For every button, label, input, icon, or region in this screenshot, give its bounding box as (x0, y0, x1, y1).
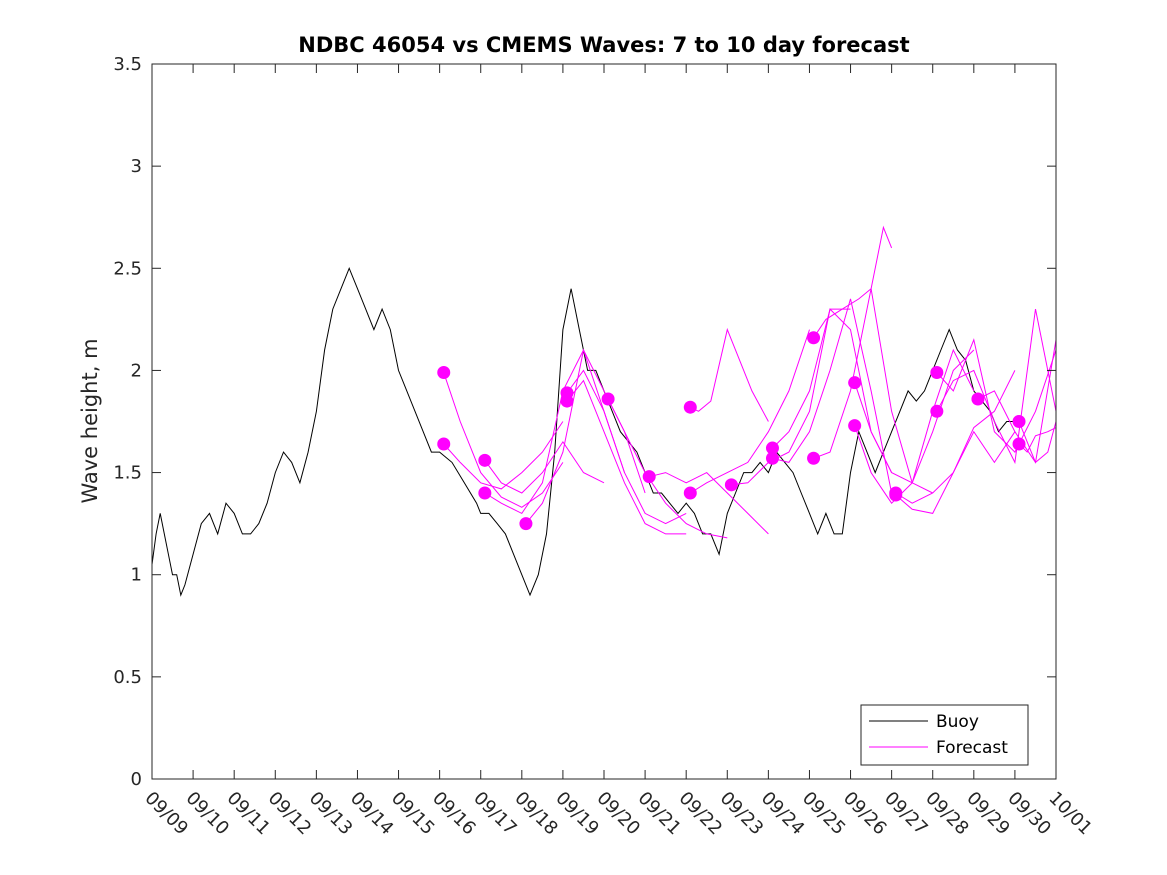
y-tick-label: 2.5 (113, 258, 142, 279)
chart-title: NDBC 46054 vs CMEMS Waves: 7 to 10 day f… (298, 33, 909, 57)
y-axis-label: Wave height, m (78, 338, 102, 503)
forecast-start-marker-13 (765, 441, 779, 455)
forecast-line-21 (936, 338, 1057, 453)
legend-buoy-label: Buoy (936, 712, 979, 732)
forecast-line-1 (443, 372, 564, 508)
forecast-line-2 (443, 421, 564, 490)
forecast-line-25 (1018, 427, 1057, 453)
forecast-start-marker-7 (560, 394, 574, 408)
forecast-start-marker-2 (437, 437, 451, 451)
forecast-start-marker-23 (971, 392, 985, 406)
forecast-start-marker-17 (848, 376, 862, 390)
forecast-start-marker-8 (601, 392, 615, 406)
forecast-line-14 (772, 298, 893, 494)
forecast-line-23 (977, 339, 1057, 464)
legend-box (860, 704, 1029, 766)
y-tick-label: 1 (131, 565, 142, 586)
forecast-line-3 (484, 441, 605, 494)
legend-forecast-label: Forecast (936, 738, 1008, 758)
forecast-line-15 (813, 225, 893, 338)
forecast-start-marker-3 (478, 453, 492, 467)
forecast-start-marker-20 (889, 488, 903, 502)
forecast-start-marker-15 (807, 331, 821, 345)
forecast-start-marker-14 (765, 451, 779, 465)
forecast-start-marker-9 (642, 470, 656, 484)
forecast-line-4 (484, 348, 625, 515)
forecast-line-20 (895, 370, 1016, 514)
forecast-start-marker-16 (807, 451, 821, 465)
plot-area (152, 64, 1056, 779)
forecast-start-marker-25 (1012, 437, 1026, 451)
forecast-series-group (443, 225, 1057, 539)
legend: Buoy Forecast (860, 704, 1029, 766)
forecast-line-10 (690, 327, 769, 422)
y-tick-label: 1.5 (113, 463, 142, 484)
y-tick-label: 2 (131, 360, 142, 381)
forecast-line-18 (854, 348, 975, 504)
forecast-line-24 (1018, 421, 1057, 464)
forecast-start-marker-24 (1012, 415, 1026, 428)
forecast-line-8 (607, 398, 728, 539)
forecast-line-9 (649, 471, 769, 535)
y-tick-label: 3.5 (113, 54, 142, 75)
buoy-line (151, 266, 1015, 597)
forecast-start-marker-11 (683, 486, 697, 500)
y-tick-label: 0 (131, 769, 142, 790)
forecast-line-7 (566, 379, 687, 535)
forecast-line-6 (566, 369, 687, 525)
buoy-series (151, 266, 1015, 597)
forecast-start-marker-22 (930, 404, 944, 418)
forecast-start-markers (437, 331, 1026, 531)
forecast-start-marker-5 (519, 517, 533, 531)
forecast-start-marker-4 (478, 486, 492, 500)
forecast-line-11 (690, 329, 810, 494)
forecast-start-marker-18 (848, 419, 862, 433)
forecast-start-marker-10 (683, 400, 697, 414)
forecast-start-marker-21 (930, 365, 944, 379)
forecast-line-22 (936, 309, 1057, 465)
forecast-start-marker-1 (437, 365, 451, 379)
y-tick-label: 0.5 (113, 667, 142, 688)
forecast-start-marker-12 (724, 478, 738, 492)
y-tick-label: 3 (131, 156, 142, 177)
